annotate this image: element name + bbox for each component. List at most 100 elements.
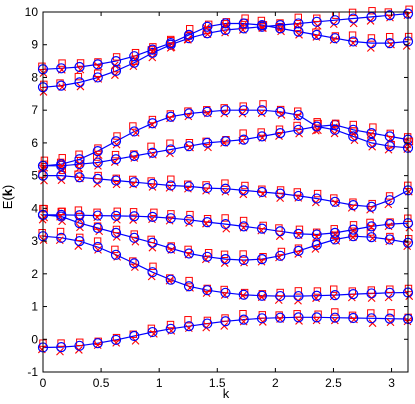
circle-marker	[384, 131, 395, 142]
circle-marker	[366, 37, 377, 49]
cross-marker	[314, 126, 322, 135]
square-marker	[147, 177, 155, 185]
square-marker	[331, 120, 340, 128]
circle-marker	[348, 36, 359, 47]
circle-marker	[110, 210, 122, 221]
circle-marker	[329, 15, 341, 26]
circle-marker	[110, 227, 122, 239]
circle-marker	[129, 177, 140, 188]
square-marker	[349, 221, 358, 229]
square-marker	[241, 181, 249, 190]
cross-marker	[76, 65, 85, 74]
cross-marker	[240, 258, 248, 267]
square-marker	[368, 7, 376, 15]
circle-marker	[183, 33, 195, 44]
circle-marker	[183, 108, 195, 119]
circle-marker	[202, 182, 213, 194]
cross-marker	[312, 232, 321, 241]
cross-marker	[95, 227, 104, 236]
circle-marker	[256, 253, 268, 265]
circle-marker	[238, 289, 249, 300]
circle-marker	[348, 13, 359, 24]
circle-marker	[311, 121, 322, 132]
circle-marker	[74, 172, 85, 183]
circle-marker	[74, 217, 85, 229]
circle-marker	[147, 147, 158, 158]
circle-marker	[366, 137, 377, 149]
circle-marker	[56, 159, 67, 170]
square-marker	[385, 32, 394, 41]
circle-marker	[220, 105, 231, 116]
circle-marker	[147, 267, 158, 278]
circle-marker	[220, 287, 231, 298]
circle-marker	[147, 211, 158, 222]
square-marker	[131, 48, 140, 57]
circle-marker	[275, 290, 286, 302]
circle-marker	[366, 201, 377, 212]
cross-marker	[386, 13, 394, 22]
circle-marker	[348, 312, 359, 324]
circle-marker	[165, 180, 176, 191]
square-marker	[220, 250, 229, 259]
square-marker	[221, 179, 229, 187]
square-marker	[129, 175, 137, 184]
circle-marker	[183, 281, 195, 292]
band-line	[42, 22, 409, 70]
band-line	[43, 214, 409, 236]
circle-marker	[129, 150, 140, 162]
band-line	[42, 109, 409, 167]
y-tick-label: 8	[31, 70, 38, 84]
cross-marker	[148, 183, 157, 191]
circle-marker	[165, 243, 176, 254]
circle-marker	[202, 285, 213, 296]
square-marker	[312, 228, 321, 236]
cross-marker	[202, 186, 210, 195]
square-marker	[204, 20, 213, 29]
circle-marker	[238, 18, 249, 29]
cross-marker	[277, 27, 285, 36]
circle-marker	[202, 318, 213, 329]
square-marker	[113, 132, 121, 140]
cross-marker	[131, 54, 140, 63]
circle-marker	[202, 217, 213, 228]
square-marker	[166, 139, 174, 147]
x-axis-label: k	[223, 386, 230, 401]
cross-marker	[130, 263, 139, 272]
cross-marker	[257, 257, 266, 266]
circle-marker	[74, 340, 85, 351]
circle-marker	[238, 254, 249, 266]
y-tick-label: 3	[31, 234, 38, 248]
circle-marker	[348, 224, 359, 235]
circle-marker	[202, 251, 213, 262]
circle-marker	[275, 312, 286, 323]
circle-marker	[147, 326, 158, 338]
circle-marker	[129, 211, 140, 222]
x-tick-label: 2	[272, 376, 279, 390]
square-marker	[348, 287, 357, 295]
square-marker	[40, 204, 48, 213]
circle-marker	[74, 61, 85, 73]
cross-marker	[131, 129, 140, 137]
circle-marker	[110, 136, 122, 147]
circle-marker	[329, 312, 341, 323]
square-marker	[147, 142, 155, 151]
cross-marker	[275, 132, 283, 140]
square-marker	[257, 16, 266, 25]
circle-marker	[275, 226, 286, 237]
cross-marker	[221, 187, 230, 196]
x-tick-label: 0	[40, 376, 47, 390]
circle-marker	[238, 314, 249, 325]
square-marker	[275, 224, 283, 232]
circle-marker	[202, 137, 213, 149]
circle-marker	[92, 157, 103, 168]
circle-marker	[384, 287, 395, 298]
y-tick-label: 10	[25, 5, 39, 19]
circle-marker	[129, 51, 140, 62]
circle-marker	[147, 237, 158, 248]
circle-marker	[238, 105, 249, 116]
circle-marker	[92, 241, 103, 253]
circle-marker	[348, 131, 359, 142]
square-marker	[349, 120, 357, 129]
circle-marker	[384, 195, 395, 206]
